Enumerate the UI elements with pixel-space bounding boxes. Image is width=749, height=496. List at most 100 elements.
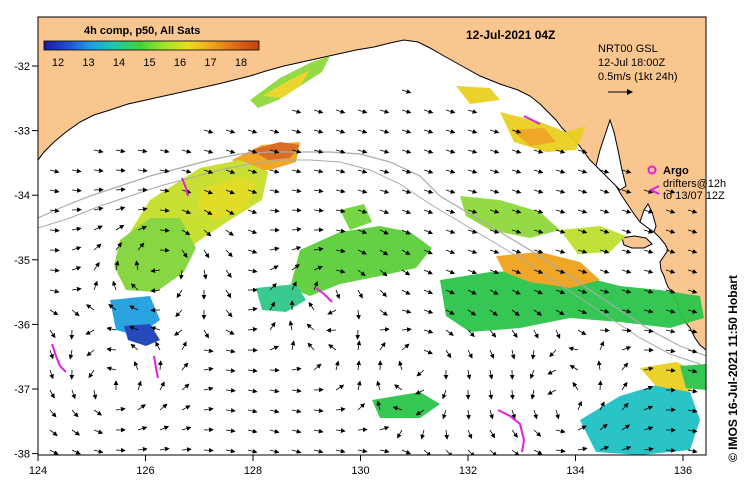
arrow-icon (643, 229, 654, 234)
arrow-icon (291, 246, 302, 251)
arrow-icon (489, 229, 500, 234)
arrow-icon (357, 109, 368, 114)
arrow-icon (157, 360, 163, 371)
arrow-icon (335, 208, 346, 214)
arrow-icon (533, 189, 544, 194)
arrow-icon (621, 362, 629, 371)
arrow-icon (269, 321, 276, 331)
arrow-icon (269, 208, 280, 214)
arrow-icon (247, 428, 258, 434)
arrow-icon (49, 208, 60, 214)
arrow-icon (291, 264, 300, 271)
arrow-icon (665, 289, 676, 294)
arrow-icon (445, 189, 456, 194)
arrow-icon (115, 447, 126, 453)
arrow-icon (511, 169, 522, 174)
arrow-icon (489, 409, 494, 420)
arrow-icon (599, 327, 610, 333)
lat-tick-label: -36 (14, 319, 30, 331)
drifters-label-2: to 13/07 12Z (663, 190, 725, 202)
arrow-icon (401, 449, 411, 455)
arrow-icon (621, 381, 628, 391)
arrow-icon (225, 189, 235, 195)
arrow-icon (379, 229, 389, 235)
arrow-icon (621, 169, 632, 174)
arrow-icon (269, 188, 280, 194)
arrow-icon (93, 168, 104, 173)
longitude-axis: 124 126 128 130 132 134 136 (29, 455, 692, 477)
arrow-icon (643, 385, 654, 391)
arrow-icon (379, 448, 390, 454)
colorbar-gradient (43, 40, 260, 51)
arrow-icon (423, 249, 433, 255)
arrow-icon (203, 406, 214, 412)
arrow-icon (597, 380, 603, 391)
arrow-icon (176, 289, 183, 299)
arrow-icon (509, 389, 515, 400)
arrow-icon (401, 149, 412, 154)
arrow-icon (643, 209, 654, 214)
arrow-icon (547, 369, 557, 375)
arrow-icon (445, 249, 456, 255)
currents-scale: 0.5m/s (1kt 24h) (598, 71, 677, 83)
arrow-icon (665, 348, 676, 354)
arrow-icon (445, 449, 453, 455)
arrow-icon (423, 289, 434, 295)
arrow-icon (335, 129, 346, 134)
arrow-icon (489, 209, 500, 214)
arrow-icon (313, 188, 324, 194)
arrow-icon (356, 380, 362, 391)
arrow-icon (533, 449, 543, 455)
arrow-icon (467, 349, 473, 359)
arrow-icon (313, 168, 324, 174)
arrow-icon (445, 229, 456, 234)
arrow-icon (577, 209, 588, 214)
arrow-icon (291, 129, 302, 134)
arrow-icon (225, 269, 232, 278)
arrow-icon (533, 269, 544, 274)
arrow-icon (93, 429, 104, 435)
arrow-icon (357, 289, 363, 299)
arrow-icon (181, 426, 192, 431)
arrow-icon (398, 360, 403, 371)
arrow-icon (291, 149, 302, 154)
arrow-icon (313, 149, 324, 154)
arrow-icon (181, 249, 188, 259)
arrow-icon (568, 346, 579, 352)
arrow-icon (423, 269, 433, 275)
arrow-icon (489, 269, 500, 275)
lon-tick-label: 132 (459, 465, 477, 477)
arrow-icon (445, 329, 454, 336)
arrow-icon (129, 305, 139, 311)
arrow-icon (49, 329, 56, 339)
arrow-icon (533, 329, 539, 339)
arrow-icon (130, 343, 139, 351)
lat-tick-label: -34 (14, 190, 30, 202)
arrow-icon (356, 360, 362, 371)
arrow-icon (291, 207, 302, 213)
arrow-icon (291, 227, 302, 232)
arrow-icon (687, 448, 698, 454)
arrow-icon (379, 309, 388, 316)
arrow-icon (687, 269, 698, 274)
arrow-icon (225, 149, 236, 154)
arrow-icon (313, 109, 324, 114)
arrow-icon (401, 129, 412, 134)
drifter-track-3 (497, 409, 526, 453)
circle-marker-icon (647, 165, 657, 175)
lat-tick-label: -37 (14, 384, 30, 396)
drifter-track-5 (181, 177, 189, 197)
arrow-icon (335, 268, 346, 274)
arrow-icon (423, 149, 434, 154)
arrow-icon (423, 449, 432, 455)
kangaroo-island (621, 235, 653, 249)
arrow-icon (335, 188, 346, 194)
arrow-icon (445, 309, 455, 315)
drifter-track-6 (523, 115, 541, 125)
arrow-icon (247, 408, 258, 414)
arrow-icon (379, 426, 390, 431)
drifter-track-2 (153, 355, 159, 379)
arrow-icon (467, 189, 478, 194)
arrow-icon (379, 169, 390, 174)
arrow-icon (71, 449, 81, 455)
